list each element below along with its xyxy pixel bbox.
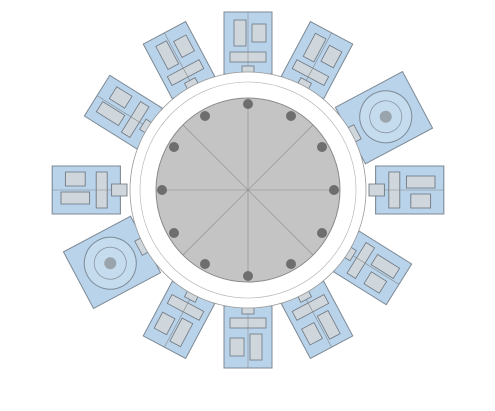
fixture (317, 142, 327, 152)
fixture (157, 185, 167, 195)
axis-line (182, 124, 314, 256)
fixtures (157, 99, 339, 281)
fixture (169, 142, 179, 152)
station (223, 299, 273, 369)
table-lines (156, 98, 340, 282)
station (223, 11, 273, 81)
station (368, 165, 445, 215)
fixture (243, 271, 253, 281)
fixture (200, 111, 210, 121)
fixture (286, 111, 296, 121)
station (51, 165, 128, 215)
fixture (243, 99, 253, 109)
fixture (329, 185, 339, 195)
fixture (286, 259, 296, 269)
fixture (317, 228, 327, 238)
fixture (169, 228, 179, 238)
fixture (200, 259, 210, 269)
inner-ring (139, 81, 357, 299)
